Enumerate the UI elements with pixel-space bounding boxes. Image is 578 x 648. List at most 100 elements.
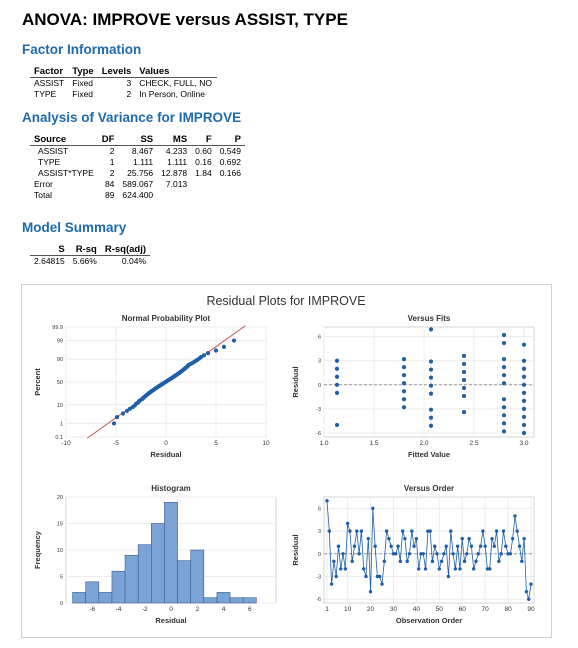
col-ms: MS	[157, 134, 192, 146]
y-tick-label: 3	[318, 359, 321, 365]
y-axis-label-2: Frequency	[33, 530, 42, 569]
df-cell: 84	[104, 179, 115, 189]
table-row: ASSIST Fixed 3 CHECK, FULL, NO	[30, 78, 217, 90]
y-axis-label-0: Percent	[33, 368, 42, 396]
chart-title-3: Versus Order	[404, 484, 454, 493]
data-point	[499, 552, 503, 556]
data-point	[504, 544, 508, 548]
data-point	[339, 567, 343, 571]
y-tick-label: -3	[316, 407, 321, 413]
data-point	[461, 361, 467, 367]
data-point	[428, 415, 434, 420]
data-point	[332, 559, 336, 564]
data-point	[501, 357, 507, 362]
data-point	[488, 567, 492, 571]
s-cell: 2.64815	[34, 256, 65, 266]
data-point	[124, 408, 130, 413]
col-rsq: R-sq	[68, 244, 101, 256]
f-cell	[191, 190, 216, 201]
x-tick-label: 5	[214, 440, 218, 447]
data-point	[400, 529, 405, 533]
y-tick-label: 20	[57, 495, 63, 501]
data-point	[469, 544, 474, 548]
data-point	[111, 421, 117, 426]
data-point	[343, 567, 348, 571]
df-cell: 89	[104, 190, 115, 200]
data-point	[403, 536, 407, 541]
table-row: Error 84 589.067 7.013	[30, 179, 245, 190]
y-tick-label: 10	[57, 403, 63, 409]
col-source: Source	[30, 134, 98, 146]
data-point	[446, 574, 451, 579]
y-tick-label: -3	[316, 575, 321, 581]
factor-values: CHECK, FULL, NO	[139, 78, 213, 88]
data-point	[396, 544, 400, 548]
data-point	[361, 567, 366, 571]
histogram-bar	[229, 597, 244, 604]
factor-type: Fixed	[72, 78, 94, 88]
data-point	[521, 390, 527, 395]
data-point	[428, 391, 434, 396]
data-point	[428, 407, 434, 412]
data-point	[467, 536, 471, 541]
data-point	[327, 529, 331, 533]
table-row: ASSIST*TYPE 2 25.756 12.878 1.84 0.166	[30, 168, 245, 179]
data-point	[501, 340, 507, 346]
rsq-cell: 5.66%	[72, 256, 97, 266]
x-tick-label: 1.0	[319, 440, 328, 447]
col-type: Type	[68, 66, 98, 78]
data-point	[529, 582, 533, 586]
p-cell	[216, 179, 245, 190]
x-tick-label: 60	[459, 606, 467, 613]
data-point	[401, 397, 407, 402]
data-point	[394, 552, 398, 556]
data-point	[521, 422, 527, 428]
residual-plots-title: Residual Plots for IMPROVE	[206, 294, 365, 308]
data-point	[114, 415, 120, 420]
source-cell: TYPE	[38, 157, 61, 167]
x-tick-label: 3.0	[519, 440, 528, 447]
col-ss: SS	[118, 134, 158, 146]
histogram-bar	[203, 597, 218, 604]
ms-cell	[157, 190, 191, 201]
x-tick-label: -5	[113, 440, 119, 447]
data-point	[461, 410, 467, 415]
histogram-bar	[190, 549, 205, 604]
data-point	[449, 529, 453, 533]
table-row: TYPE 1 1.111 1.111 0.16 0.692	[30, 157, 245, 168]
data-point	[416, 567, 421, 571]
data-point	[120, 411, 126, 416]
model-summary-heading: Model Summary	[22, 220, 127, 235]
data-point	[513, 514, 517, 518]
data-point	[380, 582, 384, 586]
col-rsq-adj: R-sq(adj)	[100, 244, 151, 256]
data-point	[341, 552, 345, 556]
data-point	[430, 559, 435, 564]
data-point	[474, 559, 478, 564]
x-tick-label: 2.0	[419, 440, 428, 447]
ss-cell: 589.067	[122, 179, 154, 189]
x-tick-label: -2	[142, 606, 148, 613]
x-tick-label: 90	[527, 606, 535, 613]
data-point	[521, 342, 527, 347]
data-point	[461, 385, 467, 391]
data-point	[387, 536, 391, 541]
data-point	[461, 393, 467, 399]
y-tick-label: 90	[57, 357, 63, 363]
data-point	[521, 414, 527, 420]
data-point	[382, 559, 387, 564]
data-point	[428, 423, 434, 428]
data-point	[350, 559, 354, 564]
model-summary-table: S R-sq R-sq(adj) 2.64815 5.66% 0.04%	[30, 244, 151, 267]
source-cell: Error	[34, 179, 53, 189]
factor-values: In Person, Online	[139, 89, 205, 99]
data-point	[428, 367, 434, 372]
data-point	[359, 529, 364, 533]
anova-table: Source DF SS MS F P ASSIST 2 8.467 4.233…	[30, 134, 245, 201]
data-point	[405, 559, 409, 564]
data-point	[201, 353, 207, 358]
x-tick-label: -10	[61, 440, 71, 447]
data-point	[444, 544, 448, 548]
data-point	[461, 353, 467, 359]
data-point	[334, 390, 340, 395]
